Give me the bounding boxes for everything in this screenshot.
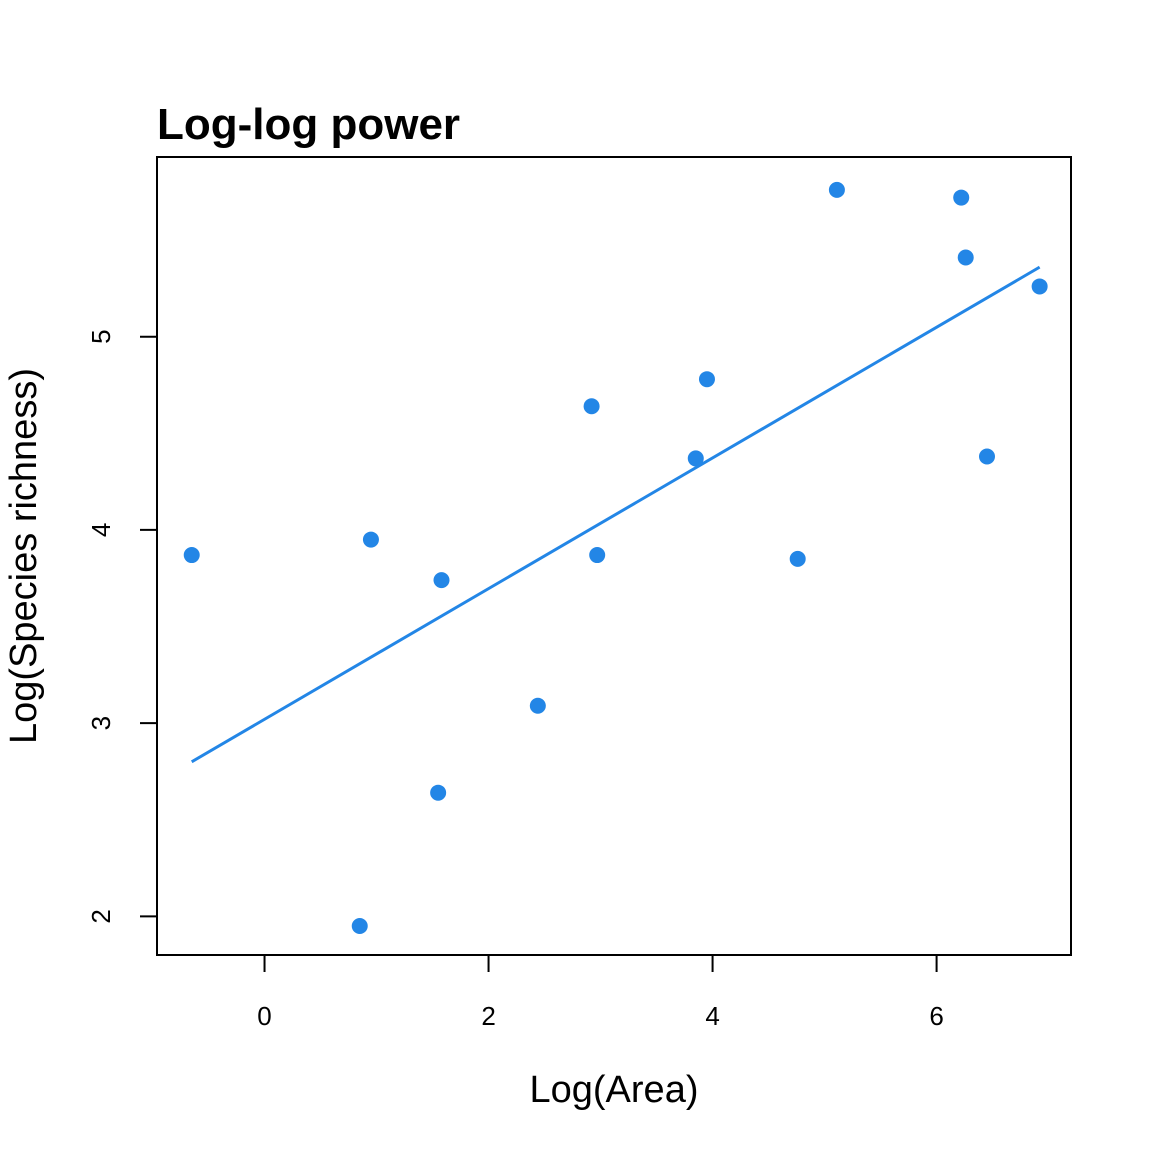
x-axis: 0 2 4 6 — [257, 954, 944, 1031]
data-point — [698, 371, 715, 388]
data-points-layer — [183, 181, 1048, 935]
data-point — [529, 697, 546, 714]
data-point — [953, 189, 970, 206]
data-point — [978, 448, 995, 465]
data-point — [351, 918, 368, 935]
x-tick-label: 0 — [257, 1001, 271, 1031]
data-point — [433, 572, 450, 589]
y-tick-label: 2 — [86, 909, 116, 923]
regression-line — [190, 265, 1041, 764]
chart-title: Log-log power — [157, 100, 460, 149]
data-point — [687, 450, 704, 467]
y-tick-label: 3 — [86, 716, 116, 730]
y-axis: 2 3 4 5 — [86, 329, 158, 924]
data-point — [957, 249, 974, 266]
data-point — [183, 547, 200, 564]
plot-frame — [156, 156, 1072, 956]
y-axis-label: Log(Species richness) — [3, 368, 45, 744]
regression-line-layer — [190, 265, 1041, 764]
data-point — [430, 784, 447, 801]
y-tick-label: 5 — [86, 329, 116, 343]
x-tick-label: 6 — [929, 1001, 943, 1031]
x-axis-label: Log(Area) — [530, 1069, 699, 1111]
data-point — [583, 398, 600, 415]
data-point — [589, 547, 606, 564]
x-tick-label: 4 — [705, 1001, 719, 1031]
data-point — [789, 550, 806, 567]
y-tick-label: 4 — [86, 523, 116, 537]
x-tick-label: 2 — [481, 1001, 495, 1031]
data-point — [362, 531, 379, 548]
data-point — [828, 181, 845, 198]
data-point — [1031, 278, 1048, 295]
